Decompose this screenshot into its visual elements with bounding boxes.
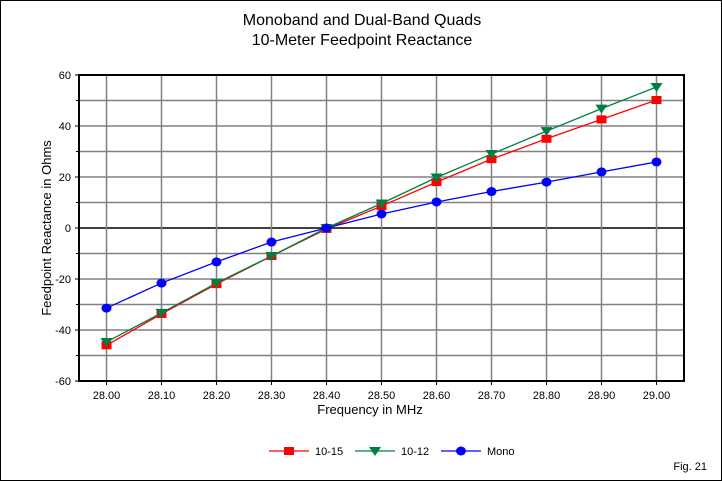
x-tick-label: 28.40 [313,390,341,402]
data-point [486,187,497,197]
data-point [596,167,607,177]
y-tick-label: 20 [59,172,71,184]
x-tick-label: 28.70 [478,390,506,402]
data-point [651,95,662,104]
legend-label: 10-15 [315,446,343,458]
legend-label: 10-12 [401,446,429,458]
data-point [376,209,387,219]
y-tick-label: -20 [55,274,71,286]
y-tick-label: 40 [59,121,71,133]
data-point [265,252,278,262]
legend-label: Mono [487,446,515,458]
x-tick-label: 28.80 [533,390,561,402]
data-point [595,104,608,114]
y-axis-label: Feedpoint Reactance in Ohms [39,140,54,316]
x-tick-label: 28.20 [203,390,231,402]
data-point [541,177,552,187]
data-point [156,278,167,288]
data-point [650,82,663,92]
data-point [101,303,112,313]
legend-marker [456,446,466,456]
series-mono [101,157,662,313]
data-point [266,237,277,247]
data-point [485,150,498,160]
data-point [211,257,222,267]
y-tick-label: -40 [55,325,71,337]
x-tick-label: 28.10 [148,390,176,402]
x-tick-label: 29.00 [643,390,671,402]
x-axis-label: Frequency in MHz [317,402,422,417]
x-tick-label: 28.60 [423,390,451,402]
x-tick-label: 28.00 [93,390,121,402]
data-point [540,127,553,137]
data-point [430,173,443,183]
data-point [651,157,662,167]
x-tick-label: 28.50 [368,390,396,402]
data-point [210,279,223,289]
y-tick-label: 0 [65,223,71,235]
x-tick-label: 28.90 [588,390,616,402]
data-point [541,134,552,143]
legend-marker [284,447,294,455]
figure-annotation: Fig. 21 [673,461,707,473]
chart-title: Monoband and Dual-Band Quads [243,12,481,29]
data-point [486,155,497,164]
y-tick-label: -60 [55,376,71,388]
chart-subtitle: 10-Meter Feedpoint Reactance [252,32,473,49]
data-point [375,199,388,209]
data-point [100,337,113,347]
data-point [431,197,442,207]
y-tick-label: 60 [59,70,71,82]
x-tick-label: 28.30 [258,390,286,402]
data-point [321,223,332,233]
legend-marker [369,447,381,456]
data-point [155,308,168,318]
data-point [596,115,607,124]
